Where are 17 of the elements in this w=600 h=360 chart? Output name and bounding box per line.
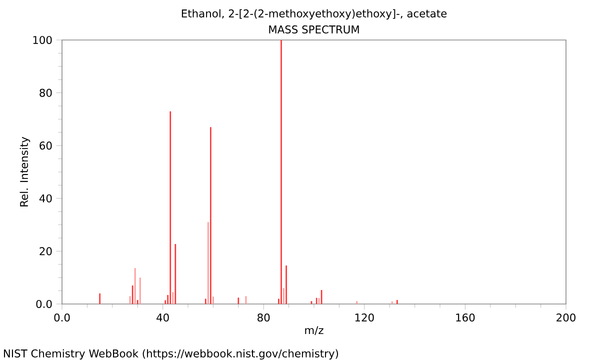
y-tick-label: 40 — [39, 194, 52, 202]
y-axis-title: Rel. Intensity — [20, 136, 30, 206]
x-tick-label: 40 — [156, 313, 169, 322]
y-tick-label: 0.0 — [36, 300, 52, 308]
x-tick-label: 0.0 — [54, 313, 70, 322]
x-axis-title: m/z — [305, 326, 324, 336]
chart-title: Ethanol, 2-[2-(2-methoxyethoxy)ethoxy]-, acetate — [182, 9, 447, 20]
y-tick-label: 20 — [40, 247, 52, 256]
y-tick-label: 60 — [40, 142, 52, 150]
y-tick-label: 80 — [40, 88, 52, 97]
x-tick-label: 160 — [456, 313, 475, 322]
text: NIST Chemistry WebBook (https://webbook.nist.gov/chemistry) — [4, 349, 338, 360]
chart-subtitle: MASS SPECTRUM — [269, 25, 359, 34]
y-tick-label: 100 — [33, 36, 52, 44]
x-tick-label: 200 — [556, 313, 576, 322]
x-tick-label: 120 — [355, 313, 374, 322]
x-tick-label: 80 — [258, 313, 270, 322]
